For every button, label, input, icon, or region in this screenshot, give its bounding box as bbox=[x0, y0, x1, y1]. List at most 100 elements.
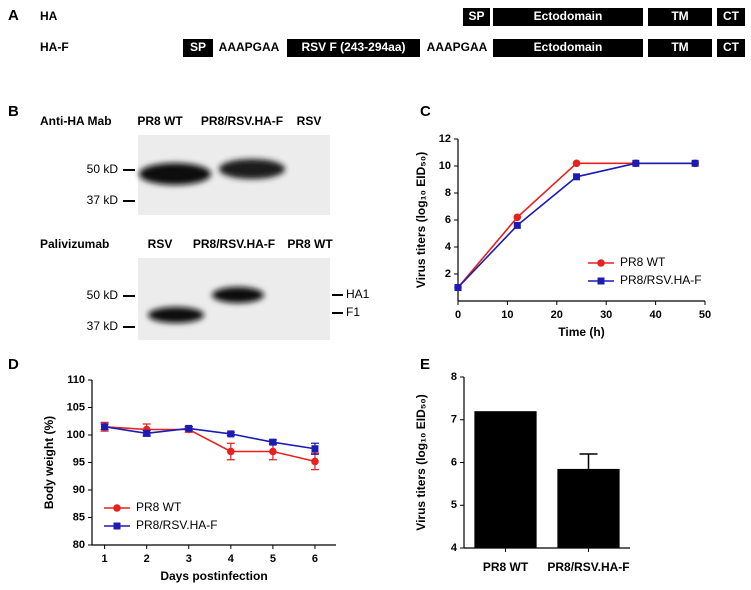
domain-box bbox=[717, 8, 745, 26]
x-tick-label: 6 bbox=[312, 553, 318, 565]
antibody-label: Anti-HA Mab bbox=[40, 114, 112, 128]
y-tick-label: 6 bbox=[451, 456, 457, 468]
domain-box bbox=[463, 8, 490, 26]
x-tick-label: PR8/RSV.HA-F bbox=[547, 560, 629, 574]
y-tick-label: 85 bbox=[73, 511, 85, 523]
blot-band bbox=[139, 163, 211, 185]
data-point bbox=[454, 284, 462, 291]
lane-label: RSV bbox=[297, 114, 322, 128]
data-point bbox=[691, 159, 699, 167]
series-line bbox=[104, 425, 316, 450]
bar bbox=[474, 411, 537, 548]
data-point bbox=[573, 173, 581, 181]
data-point bbox=[269, 447, 277, 456]
domain-label: CT bbox=[723, 9, 740, 23]
y-tick-label: 6 bbox=[445, 214, 451, 226]
y-tick-label: 95 bbox=[73, 456, 85, 468]
blot-band bbox=[219, 159, 285, 179]
panel-label: D bbox=[8, 356, 19, 373]
x-tick-label: 5 bbox=[270, 553, 276, 565]
domain-label: TM bbox=[671, 40, 688, 54]
data-point bbox=[572, 159, 581, 168]
domain-label: TM bbox=[671, 9, 688, 23]
lane-label: PR8 WT bbox=[287, 237, 333, 251]
panel-label: A bbox=[8, 7, 19, 24]
legend-marker bbox=[113, 522, 121, 530]
linker-label: AAAPGAA bbox=[219, 40, 280, 54]
antibody-label: Palivizumab bbox=[40, 237, 109, 251]
panel-label: B bbox=[8, 103, 19, 120]
panel-label: E bbox=[420, 356, 430, 373]
y-tick-label: 2 bbox=[445, 268, 451, 280]
lane-label: PR8/RSV.HA-F bbox=[201, 114, 283, 128]
data-point bbox=[513, 213, 522, 222]
error-bar bbox=[579, 453, 598, 469]
bar bbox=[557, 468, 620, 548]
domain-box bbox=[287, 39, 420, 57]
data-point bbox=[632, 159, 640, 167]
legend-label: PR8/RSV.HA-F bbox=[620, 273, 702, 287]
y-tick-label: 105 bbox=[67, 401, 85, 413]
lane-label: PR8 WT bbox=[137, 114, 183, 128]
domain-box bbox=[648, 8, 712, 26]
domain-label: SP bbox=[468, 9, 484, 23]
x-axis-label: Time (h) bbox=[558, 325, 604, 339]
legend-marker bbox=[597, 259, 605, 267]
x-tick-label: 3 bbox=[186, 553, 192, 565]
x-tick-label: 50 bbox=[699, 309, 711, 321]
data-point bbox=[513, 221, 521, 229]
construct-label: HA-F bbox=[40, 40, 69, 54]
domain-box bbox=[493, 39, 643, 57]
data-point bbox=[143, 429, 151, 437]
x-axis-label: Days postinfection bbox=[160, 569, 267, 583]
domain-box bbox=[183, 39, 213, 57]
lane-label: PR8/RSV.HA-F bbox=[193, 237, 275, 251]
y-tick-label: 12 bbox=[439, 133, 451, 145]
y-tick-label: 7 bbox=[451, 414, 457, 426]
x-tick-label: 20 bbox=[551, 309, 563, 321]
x-tick-label: 4 bbox=[228, 553, 235, 565]
y-axis-label: Virus titers (log₁₀ EID₅₀) bbox=[414, 152, 428, 288]
domain-label: Ectodomain bbox=[534, 40, 603, 54]
legend-marker bbox=[113, 504, 121, 512]
domain-box bbox=[717, 39, 745, 57]
linker-label: AAAPGAA bbox=[427, 40, 488, 54]
marker-label: 50 kD bbox=[87, 288, 119, 302]
y-tick-label: 80 bbox=[73, 539, 85, 551]
data-point bbox=[227, 430, 235, 438]
legend-marker bbox=[597, 277, 605, 285]
band-label: HA1 bbox=[346, 287, 370, 301]
data-point bbox=[101, 423, 109, 431]
x-tick-label: 0 bbox=[455, 309, 461, 321]
data-point bbox=[311, 457, 319, 466]
band-label: F1 bbox=[346, 305, 360, 319]
domain-label: RSV F (243-294aa) bbox=[301, 40, 405, 54]
domain-box bbox=[648, 39, 712, 57]
marker-label: 50 kD bbox=[87, 162, 119, 176]
construct-label: HA bbox=[40, 9, 58, 23]
x-tick-label: 40 bbox=[649, 309, 661, 321]
x-tick-label: 30 bbox=[600, 309, 612, 321]
domain-label: CT bbox=[723, 40, 740, 54]
y-tick-label: 5 bbox=[451, 499, 457, 511]
legend-label: PR8 WT bbox=[136, 500, 182, 514]
domain-box bbox=[493, 8, 643, 26]
y-tick-label: 4 bbox=[451, 542, 458, 554]
y-tick-label: 10 bbox=[439, 160, 451, 172]
y-tick-label: 4 bbox=[445, 241, 452, 253]
legend-label: PR8/RSV.HA-F bbox=[136, 518, 218, 532]
y-axis-label: Virus titers (log₁₀ EID₅₀) bbox=[414, 394, 428, 530]
x-tick-label: PR8 WT bbox=[483, 560, 529, 574]
x-tick-label: 10 bbox=[501, 309, 513, 321]
domain-label: Ectodomain bbox=[534, 9, 603, 23]
panel-label: C bbox=[420, 103, 431, 120]
y-tick-label: 110 bbox=[67, 374, 85, 386]
y-axis-label: Body weight (%) bbox=[42, 416, 56, 509]
series-line bbox=[104, 425, 316, 463]
y-tick-label: 8 bbox=[445, 187, 451, 199]
domain-label: SP bbox=[190, 40, 206, 54]
marker-label: 37 kD bbox=[87, 319, 119, 333]
legend-label: PR8 WT bbox=[620, 255, 666, 269]
blot-band bbox=[148, 307, 204, 323]
marker-label: 37 kD bbox=[87, 193, 119, 207]
